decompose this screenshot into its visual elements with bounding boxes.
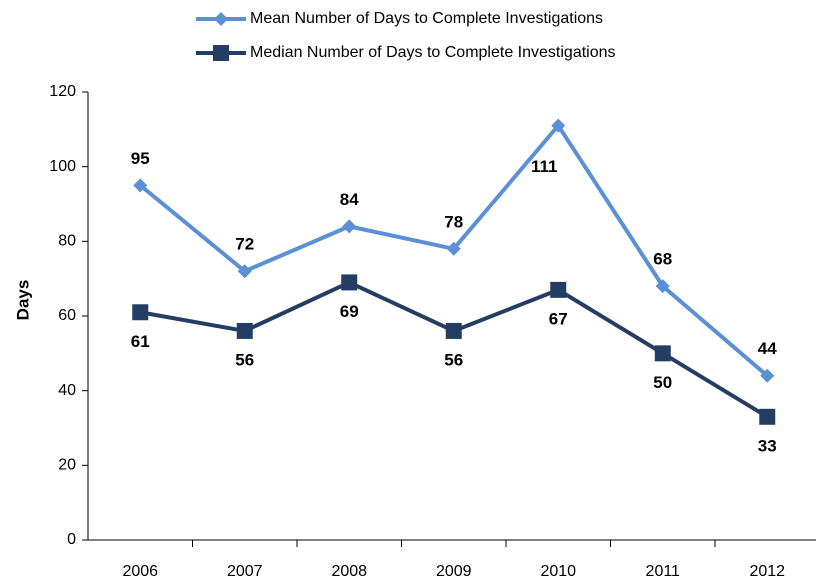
data-label: 111 [531, 157, 558, 176]
data-label: 68 [653, 250, 672, 269]
y-tick-label: 40 [58, 382, 76, 399]
data-point [446, 241, 461, 256]
legend-label: Median Number of Days to Complete Invest… [250, 44, 616, 61]
data-point [237, 264, 252, 279]
data-label: 84 [340, 190, 359, 209]
data-point [132, 304, 149, 321]
data-label: 78 [444, 212, 463, 231]
y-tick-label: 100 [49, 158, 76, 175]
x-tick-label: 2010 [540, 563, 576, 580]
data-label: 61 [131, 332, 150, 351]
x-tick-label: 2007 [227, 563, 263, 580]
data-point [760, 368, 775, 383]
data-point [133, 178, 148, 193]
data-label: 69 [340, 302, 359, 321]
data-point [551, 118, 566, 133]
y-tick-label: 0 [67, 531, 76, 548]
data-point [655, 279, 670, 294]
data-label: 33 [758, 436, 777, 455]
data-point [654, 345, 671, 362]
data-label: 50 [653, 373, 672, 392]
data-point [341, 274, 358, 291]
data-label: 56 [235, 350, 254, 369]
data-point [550, 281, 567, 298]
data-label: 95 [131, 149, 150, 168]
data-point [759, 408, 776, 425]
y-tick-label: 120 [49, 83, 76, 100]
legend-marker [213, 45, 229, 61]
y-tick-label: 20 [58, 457, 76, 474]
y-tick-label: 80 [58, 233, 76, 250]
legend-label: Mean Number of Days to Complete Investig… [250, 10, 603, 27]
legend-marker [214, 12, 228, 26]
data-label: 56 [444, 350, 463, 369]
x-tick-label: 2008 [331, 563, 367, 580]
data-label: 44 [758, 339, 777, 358]
data-point [236, 322, 253, 339]
data-label: 67 [549, 309, 568, 328]
data-point [342, 219, 357, 234]
y-tick-label: 60 [58, 307, 76, 324]
data-point [445, 322, 462, 339]
x-tick-label: 2012 [749, 563, 785, 580]
x-tick-label: 2006 [122, 563, 158, 580]
y-axis-label: Days [13, 280, 32, 321]
data-label: 72 [235, 235, 254, 254]
x-tick-label: 2011 [646, 563, 681, 580]
x-tick-label: 2009 [436, 563, 472, 580]
